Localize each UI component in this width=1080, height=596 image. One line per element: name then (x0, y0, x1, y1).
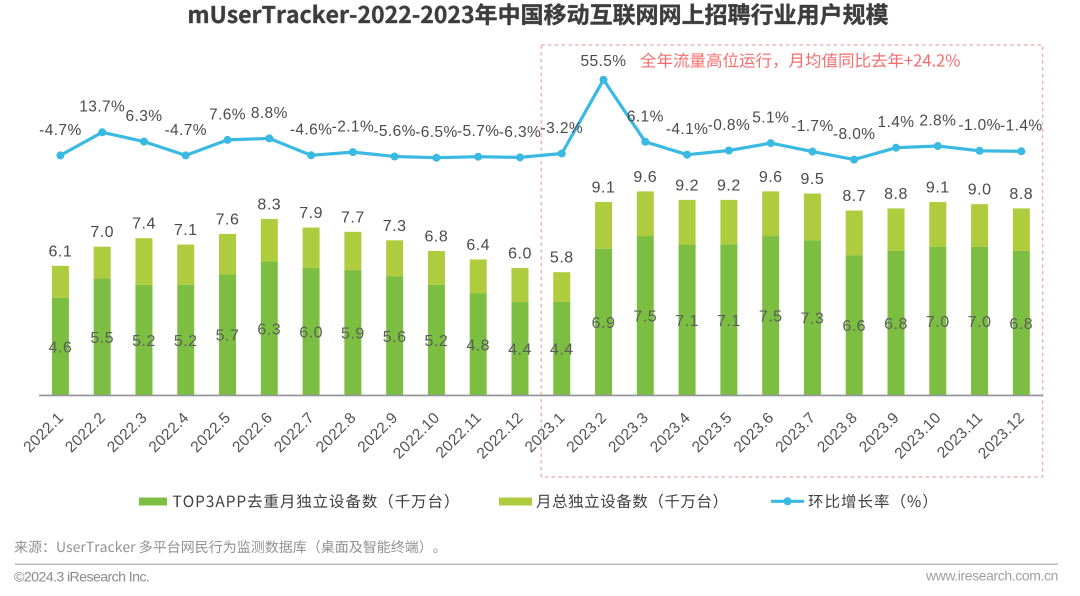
svg-text:7.6%: 7.6% (209, 106, 246, 123)
svg-text:-1.7%: -1.7% (791, 118, 834, 135)
svg-text:4.6: 4.6 (49, 339, 73, 356)
svg-text:6.0: 6.0 (508, 245, 532, 262)
svg-text:7.1: 7.1 (174, 222, 198, 239)
svg-text:-4.7%: -4.7% (164, 122, 207, 139)
svg-text:9.2: 9.2 (675, 177, 699, 194)
svg-text:7.5: 7.5 (633, 309, 657, 326)
svg-text:9.6: 9.6 (633, 169, 657, 186)
svg-text:55.5%: 55.5% (581, 53, 627, 70)
svg-text:8.8: 8.8 (884, 186, 908, 203)
svg-text:6.8: 6.8 (884, 316, 908, 333)
svg-text:6.0: 6.0 (299, 325, 323, 342)
svg-text:7.4: 7.4 (132, 216, 156, 233)
svg-text:7.3: 7.3 (383, 218, 407, 235)
svg-text:1.4%: 1.4% (878, 114, 915, 131)
svg-text:-1.4%: -1.4% (1000, 118, 1043, 135)
svg-text:6.1%: 6.1% (627, 108, 664, 125)
svg-text:-6.5%: -6.5% (415, 124, 458, 141)
svg-text:6.6: 6.6 (842, 318, 866, 335)
svg-text:7.1: 7.1 (675, 313, 699, 330)
svg-text:8.8: 8.8 (1009, 186, 1033, 203)
svg-text:-4.1%: -4.1% (666, 121, 709, 138)
svg-text:9.2: 9.2 (717, 177, 741, 194)
svg-text:4.4: 4.4 (508, 342, 532, 359)
svg-text:7.5: 7.5 (759, 309, 783, 326)
svg-text:9.6: 9.6 (759, 169, 783, 186)
svg-text:9.1: 9.1 (926, 180, 950, 197)
svg-text:7.9: 7.9 (299, 205, 323, 222)
svg-text:6.3: 6.3 (257, 321, 281, 338)
svg-text:6.1: 6.1 (49, 243, 73, 260)
svg-text:-0.8%: -0.8% (708, 117, 751, 134)
svg-text:5.8: 5.8 (550, 250, 574, 267)
svg-text:7.0: 7.0 (968, 314, 992, 331)
svg-text:-6.3%: -6.3% (499, 124, 542, 141)
svg-text:5.1%: 5.1% (752, 110, 789, 127)
svg-text:-1.0%: -1.0% (958, 117, 1001, 134)
svg-text:2.8%: 2.8% (919, 112, 956, 129)
svg-text:9.5: 9.5 (801, 171, 825, 188)
svg-text:6.8: 6.8 (1009, 316, 1033, 333)
svg-text:13.7%: 13.7% (79, 99, 125, 116)
svg-text:5.7: 5.7 (216, 328, 240, 345)
svg-text:6.9: 6.9 (592, 315, 616, 332)
svg-text:7.1: 7.1 (717, 313, 741, 330)
svg-text:6.8: 6.8 (425, 228, 449, 245)
svg-text:5.6: 5.6 (383, 329, 407, 346)
svg-text:4.4: 4.4 (550, 342, 574, 359)
svg-text:4.8: 4.8 (466, 337, 490, 354)
svg-text:-2.1%: -2.1% (332, 119, 375, 136)
svg-text:-3.2%: -3.2% (541, 120, 584, 137)
svg-text:-8.0%: -8.0% (833, 126, 876, 143)
svg-text:8.3: 8.3 (257, 197, 281, 214)
svg-text:5.9: 5.9 (341, 326, 365, 343)
svg-text:-5.6%: -5.6% (373, 123, 416, 140)
svg-text:-4.6%: -4.6% (290, 122, 333, 139)
svg-text:9.0: 9.0 (968, 182, 992, 199)
svg-text:7.7: 7.7 (341, 209, 365, 226)
svg-text:7.6: 7.6 (216, 211, 240, 228)
svg-text:5.2: 5.2 (425, 333, 449, 350)
svg-text:-4.7%: -4.7% (39, 122, 82, 139)
svg-text:7.0: 7.0 (926, 314, 950, 331)
svg-text:©2024.3 iResearch Inc.: ©2024.3 iResearch Inc. (14, 569, 149, 585)
svg-text:7.0: 7.0 (90, 224, 114, 241)
svg-text:6.4: 6.4 (466, 237, 490, 254)
svg-text:9.1: 9.1 (592, 180, 616, 197)
svg-text:5.2: 5.2 (132, 333, 156, 350)
svg-text:www.iresearch.com.cn: www.iresearch.com.cn (925, 567, 1058, 583)
svg-text:8.7: 8.7 (842, 188, 866, 205)
svg-text:7.3: 7.3 (801, 311, 825, 328)
svg-text:6.3%: 6.3% (126, 108, 163, 125)
svg-text:8.8%: 8.8% (251, 105, 288, 122)
svg-text:-5.7%: -5.7% (457, 123, 500, 140)
svg-text:5.2: 5.2 (174, 333, 198, 350)
svg-text:5.5: 5.5 (90, 330, 114, 347)
